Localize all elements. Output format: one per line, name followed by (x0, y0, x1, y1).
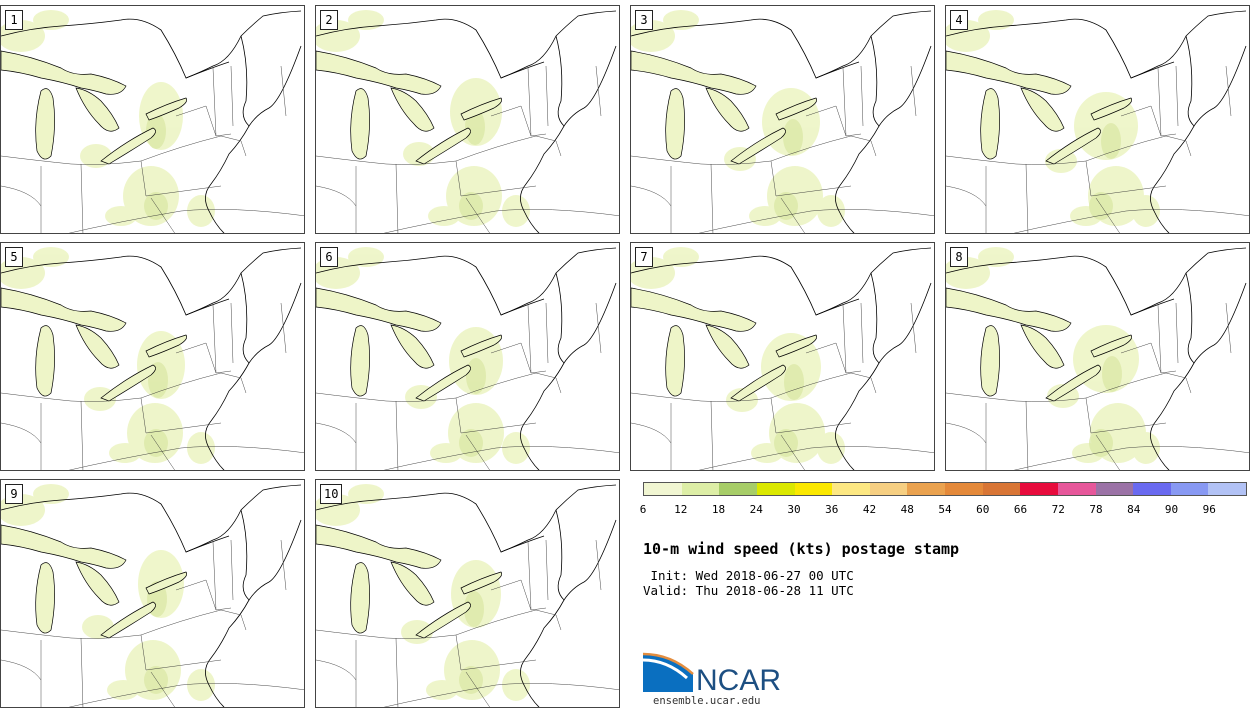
panel-number: 5 (5, 247, 23, 267)
map-panel-9: 9 (0, 479, 305, 708)
colorbar-bin-15 (1208, 483, 1246, 495)
map (946, 10, 1249, 233)
map (316, 484, 619, 707)
colorbar-tick-label: 48 (900, 503, 914, 516)
colorbar-tick-label: 30 (787, 503, 801, 516)
colorbar-bin-11 (1057, 483, 1096, 495)
map-panel-6: 6 (315, 242, 620, 471)
colorbar-bin-14 (1170, 483, 1209, 495)
panel-number: 9 (5, 484, 23, 504)
colorbar-tick-label: 66 (1013, 503, 1028, 516)
colorbar-tick-label: 42 (862, 503, 877, 516)
colorbar-tick-label: 60 (976, 503, 990, 516)
colorbar-tick-label: 54 (938, 503, 952, 516)
colorbar-bin-5 (832, 483, 870, 495)
map-panel-5: 5 (0, 242, 305, 471)
map (316, 10, 619, 233)
logo-text: NCAR (696, 664, 781, 694)
panel-number: 10 (320, 484, 343, 504)
colorbar-tick-label: 84 (1127, 503, 1141, 516)
colorbar-bin-8 (945, 483, 983, 495)
map-panel-4: 4 (945, 5, 1250, 234)
valid-time: Valid: Thu 2018-06-28 11 UTC (643, 583, 854, 598)
colorbar-bin-2 (719, 483, 757, 495)
map (631, 247, 934, 470)
colorbar-bin-13 (1133, 483, 1171, 495)
colorbar-bin-12 (1095, 483, 1134, 495)
figure-title: 10-m wind speed (kts) postage stamp (643, 540, 960, 558)
colorbar-tick-label: 78 (1089, 503, 1103, 516)
colorbar-bin-7 (907, 483, 945, 495)
colorbar-tick-label: 96 (1202, 503, 1216, 516)
init-time: Init: Wed 2018-06-27 00 UTC (643, 568, 854, 583)
map-panel-3: 3 (630, 5, 935, 234)
colorbar-bin-10 (1020, 483, 1058, 495)
colorbar-bin-6 (869, 483, 908, 495)
colorbar-ticks: 6 12 18 24 30 36 42 48 54 60 66 72 78 84 90 96 (639, 503, 1247, 517)
panel-number: 6 (320, 247, 338, 267)
colorbar-bin-9 (982, 483, 1021, 495)
panel-number: 3 (635, 10, 653, 30)
map-panel-1: 1 (0, 5, 305, 234)
map (1, 484, 304, 707)
map (316, 247, 619, 470)
colorbar-tick-label: 90 (1164, 503, 1179, 516)
map (1, 247, 304, 470)
colorbar-bin-1 (681, 483, 720, 495)
colorbar-tick-label: 36 (825, 503, 839, 516)
ncar-logo: NCAR (643, 652, 781, 694)
panel-number: 8 (950, 247, 968, 267)
map (631, 10, 934, 233)
panel-number: 4 (950, 10, 968, 30)
colorbar-tick-label: 12 (674, 503, 688, 516)
colorbar-tick-label: 72 (1051, 503, 1065, 516)
colorbar (643, 482, 1247, 496)
map-panel-2: 2 (315, 5, 620, 234)
map (1, 10, 304, 233)
map-panel-10: 10 (315, 479, 620, 708)
panel-number: 7 (635, 247, 653, 267)
map-panel-7: 7 (630, 242, 935, 471)
colorbar-bin-0 (644, 483, 682, 495)
colorbar-bin-4 (794, 483, 833, 495)
panel-number: 1 (5, 10, 23, 30)
map (946, 247, 1249, 470)
colorbar-tick-label: 18 (711, 503, 726, 516)
colorbar-bin-3 (756, 483, 795, 495)
colorbar-tick-label: 6 (639, 503, 647, 516)
panel-number: 2 (320, 10, 338, 30)
map-panel-8: 8 (945, 242, 1250, 471)
colorbar-tick-label: 24 (749, 503, 763, 516)
logo-url: ensemble.ucar.edu (653, 695, 761, 707)
